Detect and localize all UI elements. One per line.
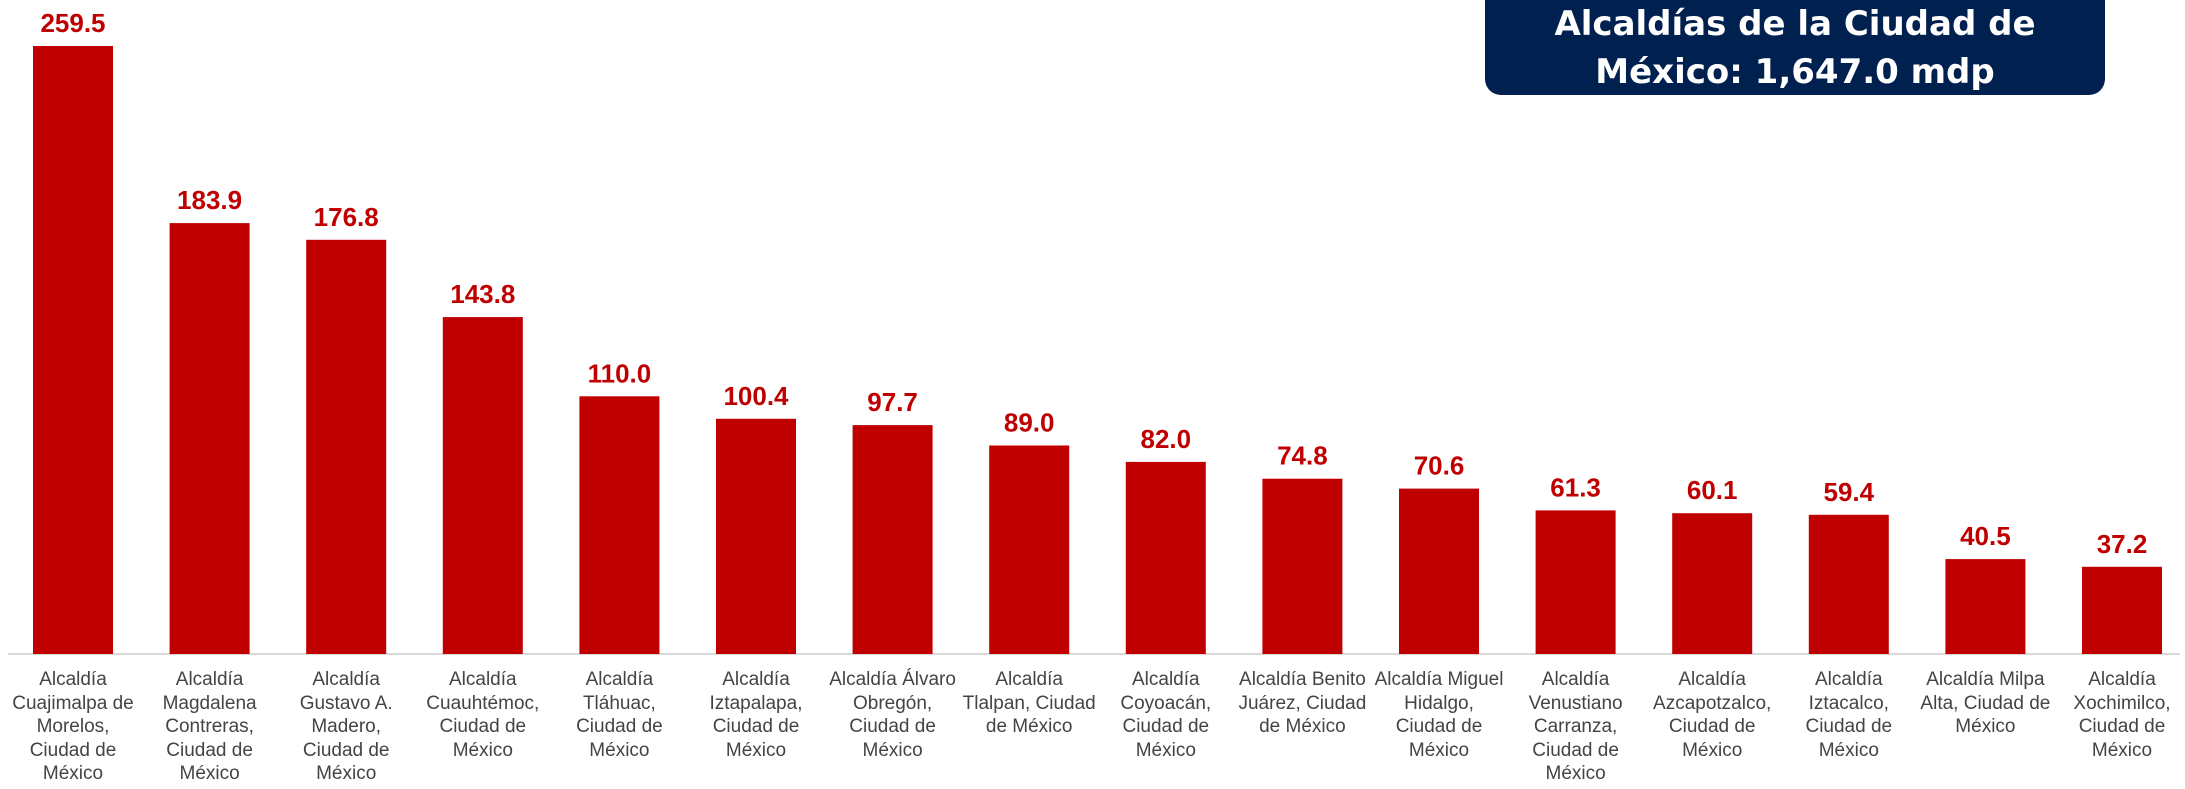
category-label: Alcaldía Magdalena Contreras, Ciudad de … [162,669,257,784]
category-label: Alcaldía Azcapotzalco, Ciudad de México [1653,669,1772,761]
bar [716,418,796,654]
category-label: Alcaldía Iztapalapa, Ciudad de México [709,669,803,761]
category-label: Alcaldía Álvaro Obregón, Ciudad de Méxic… [829,669,956,761]
category-label: Alcaldía Venustiano Carranza, Ciudad de … [1528,669,1623,784]
category-label: Alcaldía Coyoacán, Ciudad de México [1120,669,1212,761]
bar-value-label: 82.0 [1140,424,1191,454]
category-label: Alcaldía Iztacalco, Ciudad de México [1805,669,1893,761]
bar-value-label: 110.0 [588,358,652,388]
bar-value-label: 143.8 [450,279,515,309]
bar-value-label: 37.2 [2097,529,2148,559]
bar [33,46,113,654]
category-label: Alcaldía Cuauhtémoc, Ciudad de México [426,669,540,761]
bar-value-label: 183.9 [177,185,242,215]
bar-value-label: 89.0 [1004,408,1055,438]
category-label: Alcaldía Benito Juárez, Ciudad de México [1238,669,1367,737]
bar-value-label: 74.8 [1277,441,1328,471]
bar-value-label: 60.1 [1687,475,1738,505]
bar [989,445,1070,654]
bar-value-label: 61.3 [1550,472,1601,502]
bar-value-label: 59.4 [1823,477,1874,507]
bar-value-label: 259.5 [40,8,105,38]
chart-title: Alcaldías de la Ciudad de México: 1,647.… [1554,3,2036,92]
bar-value-label: 97.7 [867,387,918,417]
bar-value-label: 40.5 [1960,521,2011,551]
bar-value-label: 176.8 [314,202,379,232]
bar [579,396,660,654]
bar [442,317,523,654]
bar [1808,514,1889,654]
bar [1672,513,1753,654]
category-label: Alcaldía Gustavo A. Madero, Ciudad de Mé… [299,669,393,784]
bar-value-label: 70.6 [1414,451,1465,481]
bar [1262,478,1343,654]
category-label: Alcaldía Xochimilco, Ciudad de México [2073,669,2171,761]
bar [1945,559,2026,654]
category-label: Alcaldía Tláhuac, Ciudad de México [576,669,663,761]
bar [169,223,250,654]
category-label: Alcaldía Tlalpan, Ciudad de México [962,669,1096,737]
category-label: Alcaldía Miguel Hidalgo, Ciudad de Méxic… [1374,669,1504,761]
bar-value-label: 100.4 [723,381,789,411]
category-label: Alcaldía Milpa Alta, Ciudad de México [1920,669,2051,737]
bar [2082,566,2162,654]
bar [1125,461,1206,654]
chart-title-box: Alcaldías de la Ciudad de México: 1,647.… [1485,0,2105,95]
bar [1399,488,1479,654]
category-label: Alcaldía Cuajimalpa de Morelos, Ciudad d… [12,669,134,784]
bar [1535,510,1616,654]
bar [306,239,387,655]
bar [852,425,933,654]
